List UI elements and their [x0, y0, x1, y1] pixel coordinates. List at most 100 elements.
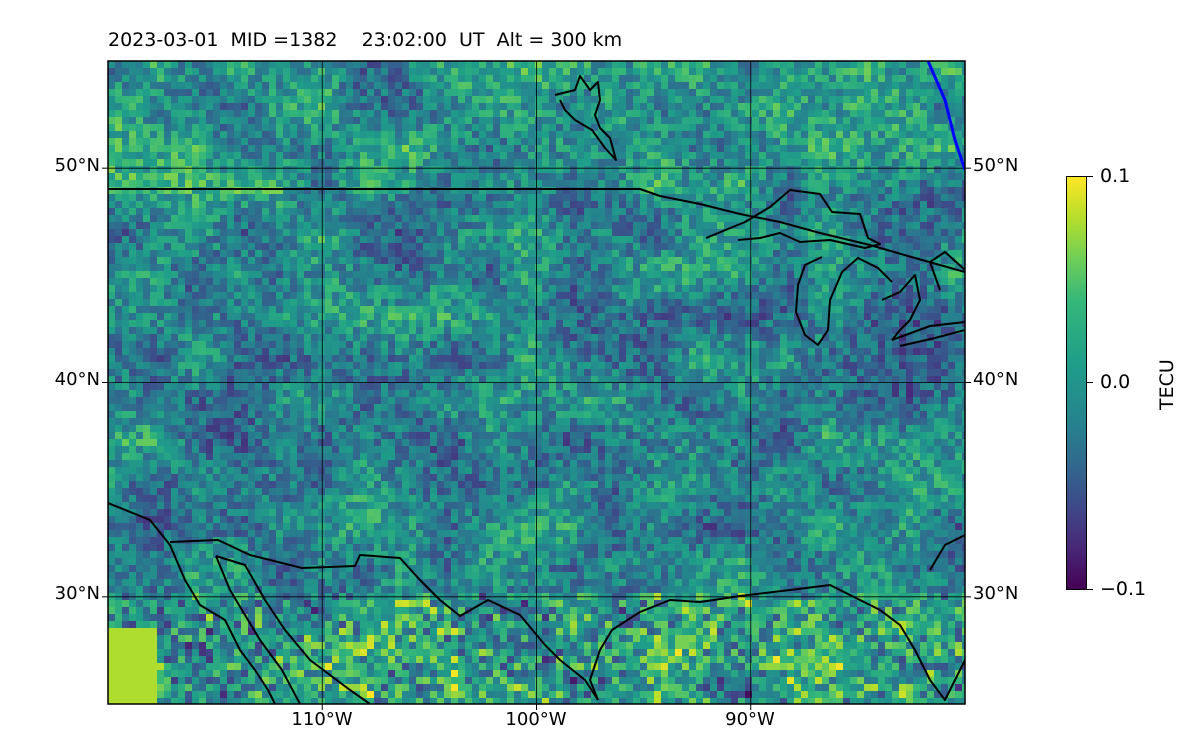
heatmap-cell	[948, 159, 956, 167]
heatmap-cell	[129, 229, 137, 237]
heatmap-cell	[318, 285, 326, 293]
heatmap-cell	[479, 201, 487, 209]
heatmap-cell	[318, 327, 326, 335]
heatmap-cell	[374, 103, 382, 111]
heatmap-cell	[493, 271, 501, 279]
heatmap-cell	[318, 299, 326, 307]
heatmap-cell	[682, 229, 690, 237]
heatmap-cell	[185, 131, 193, 139]
heatmap-cell	[535, 75, 543, 83]
heatmap-cell	[612, 187, 620, 195]
heatmap-cell	[927, 243, 935, 251]
heatmap-cell	[906, 257, 914, 265]
heatmap-cell	[731, 138, 739, 146]
heatmap-cell	[360, 166, 368, 174]
heatmap-cell	[899, 292, 907, 300]
heatmap-cell	[199, 222, 207, 230]
heatmap-cell	[437, 215, 445, 223]
heatmap-cell	[206, 313, 214, 321]
heatmap-cell	[227, 208, 235, 216]
heatmap-cell	[864, 173, 872, 181]
heatmap-cell	[353, 159, 361, 167]
heatmap-cell	[549, 82, 557, 90]
heatmap-cell	[262, 89, 270, 97]
heatmap-cell	[570, 166, 578, 174]
heatmap-cell	[339, 159, 347, 167]
heatmap-cell	[297, 306, 305, 314]
heatmap-cell	[318, 110, 326, 118]
heatmap-cell	[661, 327, 669, 335]
heatmap-cell	[255, 82, 263, 90]
heatmap-cell	[675, 68, 683, 76]
heatmap-cell	[325, 257, 333, 265]
heatmap-cell	[605, 264, 613, 272]
heatmap-cell	[381, 334, 389, 342]
heatmap-cell	[556, 334, 564, 342]
heatmap-cell	[745, 306, 753, 314]
heatmap-cell	[801, 131, 809, 139]
heatmap-cell	[745, 201, 753, 209]
heatmap-cell	[185, 229, 193, 237]
heatmap-cell	[143, 89, 151, 97]
heatmap-cell	[388, 250, 396, 258]
heatmap-cell	[913, 75, 921, 83]
heatmap-cell	[255, 75, 263, 83]
heatmap-cell	[899, 264, 907, 272]
heatmap-cell	[332, 313, 340, 321]
heatmap-cell	[927, 145, 935, 153]
heatmap-cell	[745, 278, 753, 286]
heatmap-cell	[199, 89, 207, 97]
heatmap-cell	[115, 229, 123, 237]
heatmap-cell	[185, 124, 193, 132]
heatmap-cell	[787, 173, 795, 181]
heatmap-cell	[150, 159, 158, 167]
heatmap-cell	[654, 264, 662, 272]
heatmap-cell	[276, 159, 284, 167]
heatmap-cell	[808, 285, 816, 293]
heatmap-cell	[752, 208, 760, 216]
heatmap-cell	[612, 173, 620, 181]
heatmap-cell	[192, 264, 200, 272]
heatmap-cell	[927, 320, 935, 328]
heatmap-cell	[290, 166, 298, 174]
heatmap-cell	[927, 68, 935, 76]
heatmap-cell	[241, 208, 249, 216]
heatmap-cell	[143, 222, 151, 230]
heatmap-cell	[262, 278, 270, 286]
heatmap-cell	[388, 194, 396, 202]
heatmap-cell	[626, 327, 634, 335]
heatmap-cell	[570, 159, 578, 167]
heatmap-cell	[157, 173, 165, 181]
heatmap-cell	[801, 82, 809, 90]
heatmap-cell	[787, 208, 795, 216]
heatmap-cell	[367, 110, 375, 118]
heatmap-cell	[339, 194, 347, 202]
heatmap-cell	[381, 152, 389, 160]
heatmap-cell	[731, 257, 739, 265]
heatmap-cell	[689, 187, 697, 195]
heatmap-cell	[682, 257, 690, 265]
heatmap-cell	[689, 201, 697, 209]
heatmap-cell	[465, 159, 473, 167]
heatmap-cell	[927, 131, 935, 139]
heatmap-cell	[752, 201, 760, 209]
heatmap-cell	[619, 271, 627, 279]
heatmap-cell	[143, 334, 151, 342]
heatmap-cell	[479, 236, 487, 244]
heatmap-cell	[661, 299, 669, 307]
heatmap-cell	[220, 299, 228, 307]
heatmap-cell	[150, 271, 158, 279]
heatmap-cell	[528, 166, 536, 174]
heatmap-cell	[745, 166, 753, 174]
heatmap-cell	[234, 201, 242, 209]
heatmap-cell	[514, 271, 522, 279]
heatmap-cell	[591, 292, 599, 300]
heatmap-cell	[409, 341, 417, 349]
heatmap-cell	[549, 327, 557, 335]
heatmap-cell	[493, 187, 501, 195]
heatmap-cell	[962, 292, 965, 300]
heatmap-cell	[346, 187, 354, 195]
heatmap-cell	[465, 152, 473, 160]
heatmap-cell	[808, 208, 816, 216]
heatmap-cell	[290, 327, 298, 335]
